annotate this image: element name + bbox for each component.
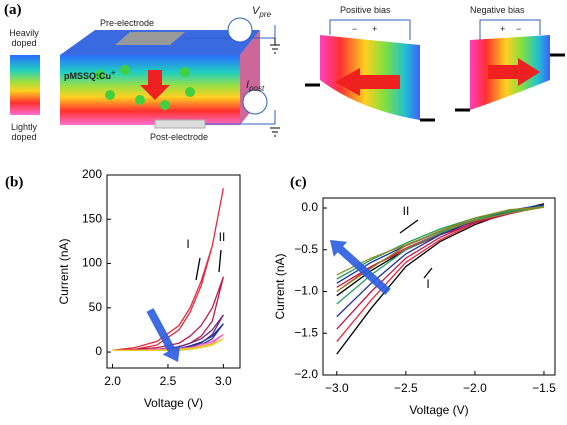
- text: pre: [259, 10, 271, 20]
- label: Post-electrode: [150, 132, 209, 142]
- electrode: [305, 83, 435, 122]
- annotation: II: [403, 204, 410, 218]
- panel-label: (a): [4, 2, 22, 18]
- annotation: I: [426, 277, 429, 291]
- y-axis-label: Current (nA): [273, 253, 287, 319]
- y-tick-label: 150: [82, 211, 102, 225]
- trend-arrow: [146, 308, 181, 362]
- y-tick-label: 0.0: [301, 200, 318, 214]
- label: Positive bias: [340, 5, 391, 15]
- x-tick-label: 2.5: [160, 374, 177, 388]
- ions: [95, 65, 195, 110]
- text: +: [111, 68, 116, 77]
- pre-electrode: [115, 32, 185, 45]
- label: Vpre: [252, 6, 271, 20]
- arrow: [140, 70, 170, 100]
- series-line: [112, 188, 225, 351]
- series-line: [112, 338, 224, 351]
- sweep-arrow: [399, 219, 419, 234]
- x-axis-label: Voltage (V): [144, 396, 203, 410]
- panel-label: (b): [5, 174, 23, 190]
- y-tick-label: −0.5: [294, 242, 318, 256]
- label: pMSSQ:Cu+: [64, 68, 115, 81]
- x-tick-label: −2.0: [463, 381, 487, 395]
- y-tick-label: 50: [89, 300, 103, 314]
- x-axis-label: Voltage (V): [409, 403, 468, 417]
- scale-label: Lightly doped: [10, 122, 37, 142]
- x-tick-label: 2.0: [104, 374, 121, 388]
- annotation: II: [219, 230, 226, 244]
- sweep-arrow: [423, 267, 433, 279]
- trend-arrow: [330, 240, 391, 295]
- sweep-arrow: [218, 249, 222, 273]
- arrow: [335, 68, 400, 96]
- series-line: [336, 204, 545, 343]
- arrow: [488, 58, 540, 86]
- y-tick-label: −2.0: [294, 367, 318, 381]
- sign: −: [352, 24, 358, 34]
- plot-frame: [322, 197, 556, 376]
- series-line: [336, 205, 545, 330]
- sweep-arrow: [195, 257, 201, 281]
- y-tick-label: 100: [82, 256, 102, 270]
- series-line: [336, 205, 545, 305]
- y-tick-label: −1.0: [294, 284, 318, 298]
- x-tick-label: 3.0: [215, 374, 232, 388]
- wire: [205, 110, 276, 125]
- text: post: [249, 84, 265, 94]
- annotation: I: [186, 237, 189, 251]
- source: [227, 17, 253, 43]
- sign: +: [372, 24, 378, 34]
- label: Ipost: [246, 80, 264, 94]
- text: pMSSQ:Cu: [64, 71, 111, 81]
- y-tick-label: −1.5: [294, 325, 318, 339]
- wire: [479, 19, 541, 40]
- meter: [242, 89, 268, 115]
- sign: +: [500, 24, 506, 34]
- scale-label: Heavily doped: [9, 28, 39, 48]
- plot-frame: [106, 174, 241, 369]
- x-tick-label: −2.5: [394, 381, 418, 395]
- y-tick-label: 0: [95, 344, 102, 358]
- label: Pre-electrode: [100, 18, 155, 28]
- doping-scale: [10, 55, 40, 115]
- post-electrode: [154, 119, 206, 129]
- text: V: [252, 5, 260, 17]
- ground: [270, 127, 280, 137]
- panel-label: (c): [290, 174, 307, 190]
- text: I: [246, 79, 250, 91]
- series-line: [336, 206, 545, 293]
- wire: [329, 19, 411, 40]
- x-tick-label: −1.5: [532, 381, 556, 395]
- ground: [270, 38, 280, 54]
- sign: −: [516, 24, 522, 34]
- label: Negative bias: [470, 5, 525, 15]
- y-axis-label: Current (nA): [57, 238, 71, 304]
- y-tick-label: 200: [82, 167, 102, 181]
- series-line: [336, 204, 545, 318]
- electrode: [455, 53, 565, 112]
- x-tick-label: −3.0: [325, 381, 349, 395]
